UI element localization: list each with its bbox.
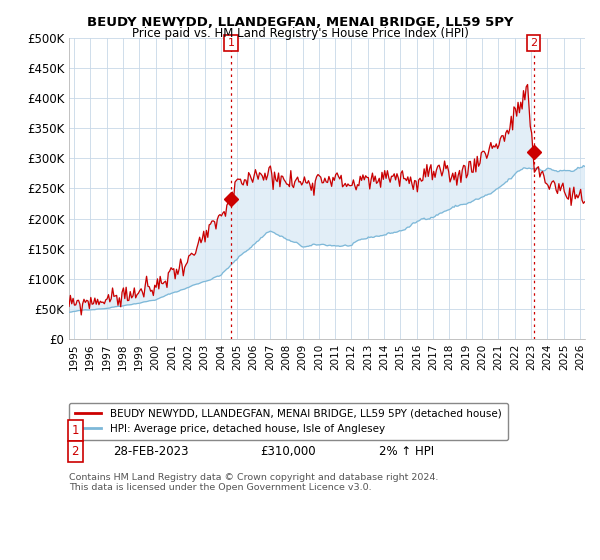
Legend: BEUDY NEWYDD, LLANDEGFAN, MENAI BRIDGE, LL59 5PY (detached house), HPI: Average : BEUDY NEWYDD, LLANDEGFAN, MENAI BRIDGE, … <box>69 403 508 440</box>
Text: £232,500: £232,500 <box>260 424 316 437</box>
Text: 2: 2 <box>530 38 537 48</box>
Text: £310,000: £310,000 <box>260 445 316 458</box>
Text: 28-FEB-2023: 28-FEB-2023 <box>113 445 188 458</box>
Text: 16-AUG-2004: 16-AUG-2004 <box>113 424 192 437</box>
Text: 37% ↑ HPI: 37% ↑ HPI <box>379 424 441 437</box>
Text: 2: 2 <box>71 445 79 458</box>
Text: 2% ↑ HPI: 2% ↑ HPI <box>379 445 434 458</box>
Text: Contains HM Land Registry data © Crown copyright and database right 2024.
This d: Contains HM Land Registry data © Crown c… <box>69 473 439 492</box>
Text: 1: 1 <box>71 424 79 437</box>
Text: 1: 1 <box>227 38 235 48</box>
Text: BEUDY NEWYDD, LLANDEGFAN, MENAI BRIDGE, LL59 5PY: BEUDY NEWYDD, LLANDEGFAN, MENAI BRIDGE, … <box>87 16 513 29</box>
Text: Price paid vs. HM Land Registry's House Price Index (HPI): Price paid vs. HM Land Registry's House … <box>131 27 469 40</box>
